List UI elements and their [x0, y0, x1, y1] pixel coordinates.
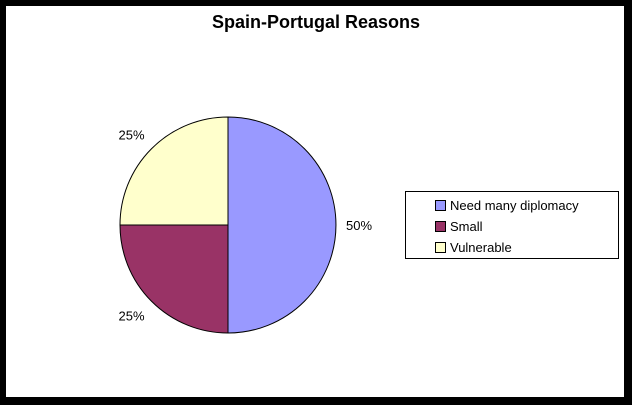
pie-slice-need-many-diplomacy	[227, 116, 337, 334]
legend-item-vulnerable: Vulnerable	[406, 237, 618, 258]
legend-swatch-need-many-diplomacy	[435, 200, 446, 211]
pie-label-small: 25%	[119, 308, 145, 323]
pie-label-vulnerable: 25%	[119, 128, 145, 143]
legend-item-small: Small	[406, 216, 618, 237]
pie-label-need-many-diplomacy: 50%	[346, 218, 372, 233]
legend: Need many diplomacy Small Vulnerable	[405, 191, 619, 259]
legend-swatch-vulnerable	[435, 242, 446, 253]
pie-slice-small	[119, 224, 229, 334]
chart-title: Spain-Portugal Reasons	[211, 12, 421, 32]
legend-label-small: Small	[450, 219, 483, 234]
pie-slice-vulnerable	[119, 116, 229, 226]
legend-label-need-many-diplomacy: Need many diplomacy	[450, 198, 579, 213]
legend-swatch-small	[435, 221, 446, 232]
legend-label-vulnerable: Vulnerable	[450, 240, 512, 255]
legend-item-need-many-diplomacy: Need many diplomacy	[406, 195, 618, 216]
